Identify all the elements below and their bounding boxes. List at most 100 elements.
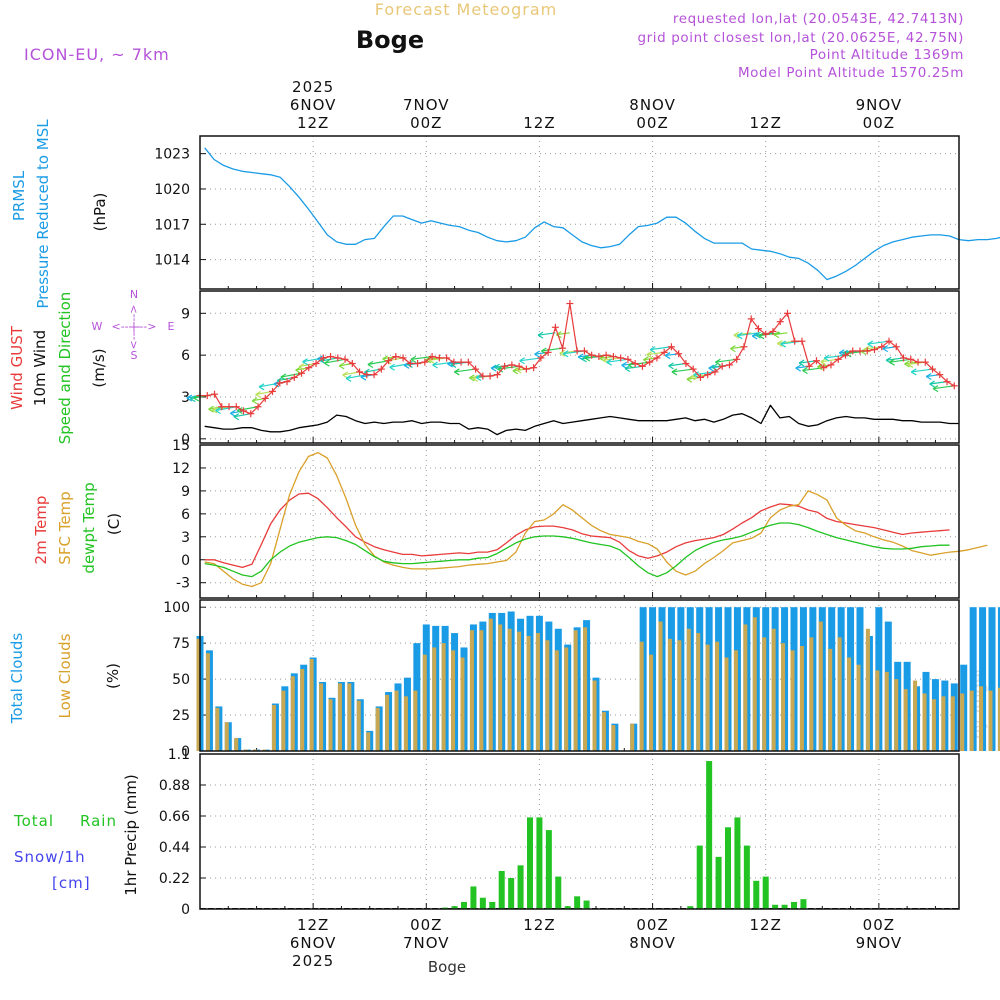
wind-arrow-head [733, 331, 740, 336]
gust-marker [914, 358, 922, 366]
wind-arrow-head [780, 343, 787, 348]
wind-arrow-head [454, 368, 460, 373]
gust-marker [247, 410, 255, 418]
rain-bar [508, 878, 515, 909]
wind-arrow-head [929, 380, 935, 385]
wind-arrow-head [472, 374, 479, 379]
wind-arrow-head [751, 335, 758, 340]
top-time-label: 00Z [410, 114, 442, 132]
wind-arrow-head [190, 398, 196, 403]
low-cloud-bar [432, 647, 437, 751]
bottom-time-label: 00Z [410, 916, 442, 934]
compass-w: W [92, 320, 103, 333]
wind-direction-arrow [773, 331, 788, 339]
wind-direction-arrow [671, 368, 694, 376]
low-cloud-bar [224, 722, 229, 751]
wind-arrow-shaft [215, 406, 237, 412]
wind-arrow-head [823, 354, 830, 359]
pressure-line [204, 147, 1000, 281]
rain-bar [800, 899, 807, 909]
low-cloud-bar [724, 657, 729, 751]
gust-marker [769, 327, 777, 335]
wind-direction-arrow [537, 331, 556, 339]
low-cloud-bar [894, 679, 899, 751]
wind-arrow-head [211, 409, 218, 414]
temp-sfc-label: SFC Temp [56, 491, 74, 564]
rain-bar [451, 906, 458, 909]
total-cloud-bar [979, 607, 987, 751]
gust-marker [631, 360, 639, 368]
bottom-time-label: 2025 [292, 952, 334, 970]
top-time-label: 12Z [297, 114, 329, 132]
rain-bar [517, 865, 524, 909]
temperature-ytick-label: 3 [181, 530, 190, 546]
bottom-time-label: 9NOV [856, 934, 903, 952]
precip-ytick-label: 0.44 [159, 840, 190, 856]
wind-arrow-head [472, 377, 479, 382]
wind-arrow-head [190, 395, 196, 400]
wind-arrow-head [755, 331, 761, 336]
low-cloud-bar [771, 628, 776, 751]
wind-arrow-head [624, 368, 631, 373]
wind-arrow-head [777, 343, 783, 348]
low-cloud-bar [865, 628, 870, 751]
wind-arrow-head [208, 408, 214, 413]
gust-marker [588, 351, 596, 359]
gust-marker [348, 360, 356, 368]
wind-arrow-head [736, 332, 743, 337]
wind-arrow-head [925, 372, 932, 377]
wind-arrow-head [302, 358, 308, 363]
wind-arrow-head [668, 365, 674, 370]
wind-arrow-head [251, 397, 258, 402]
wind-arrow-head [649, 346, 656, 351]
wind-arrow-shaft [454, 368, 476, 373]
gust-marker [537, 354, 545, 362]
gust-marker [602, 351, 610, 359]
rain-bar [574, 896, 581, 909]
gust-marker [863, 347, 871, 355]
wind-arrow-head [711, 363, 718, 368]
low-cloud-bar [931, 699, 936, 751]
low-cloud-bar [696, 633, 701, 751]
wind-arrow-head [649, 349, 656, 354]
wind-ytick-label: 9 [181, 306, 190, 322]
pressure-ytick-label: 1020 [154, 182, 190, 198]
temp-2m-line [204, 492, 950, 569]
low-cloud-bar [733, 650, 738, 751]
wind-arrow-head [338, 365, 345, 370]
wind-arrow-head [541, 350, 547, 355]
clouds-ytick-label: 75 [172, 636, 190, 652]
precip-ytick-label: 0.22 [159, 871, 190, 887]
wind-arrow-head [389, 363, 395, 368]
precip-unit: 1hr Precip (mm) [122, 774, 140, 895]
gust-label: Wind GUST [8, 325, 26, 410]
wind-ytick-label: 6 [181, 348, 190, 364]
low-cloud-bar [545, 640, 550, 751]
wind-arrow-shaft [773, 332, 788, 336]
clouds-unit: (%) [104, 663, 122, 689]
clouds-ytick-label: 0 [181, 744, 190, 760]
compass-s: S [131, 349, 138, 362]
wind-arrow-head [773, 334, 780, 339]
rain-bar [734, 817, 741, 909]
wind-arrow-head [255, 393, 261, 398]
wind-arrow-head [581, 358, 587, 363]
wind-arrow-head [215, 409, 221, 415]
rain-bar [536, 817, 543, 909]
low-cloud-bar [667, 638, 672, 751]
wind-arrow-head [907, 363, 914, 368]
gust-marker [551, 323, 559, 331]
wind-direction-arrow [432, 361, 454, 369]
rain-bar [461, 901, 467, 909]
wind-direction-arrow [233, 413, 251, 421]
wind-arrow-head [559, 349, 566, 354]
wind-arrow-head [338, 362, 345, 367]
gust-marker [211, 390, 219, 398]
wind-arrow-head [255, 390, 261, 395]
wind-arrow-head [802, 370, 808, 375]
wind-arrow-head [910, 368, 917, 373]
wind-arrow-head [730, 345, 736, 350]
gust-marker [827, 361, 835, 369]
wind-arrow-shaft [606, 358, 628, 363]
low-cloud-bar [630, 723, 635, 751]
